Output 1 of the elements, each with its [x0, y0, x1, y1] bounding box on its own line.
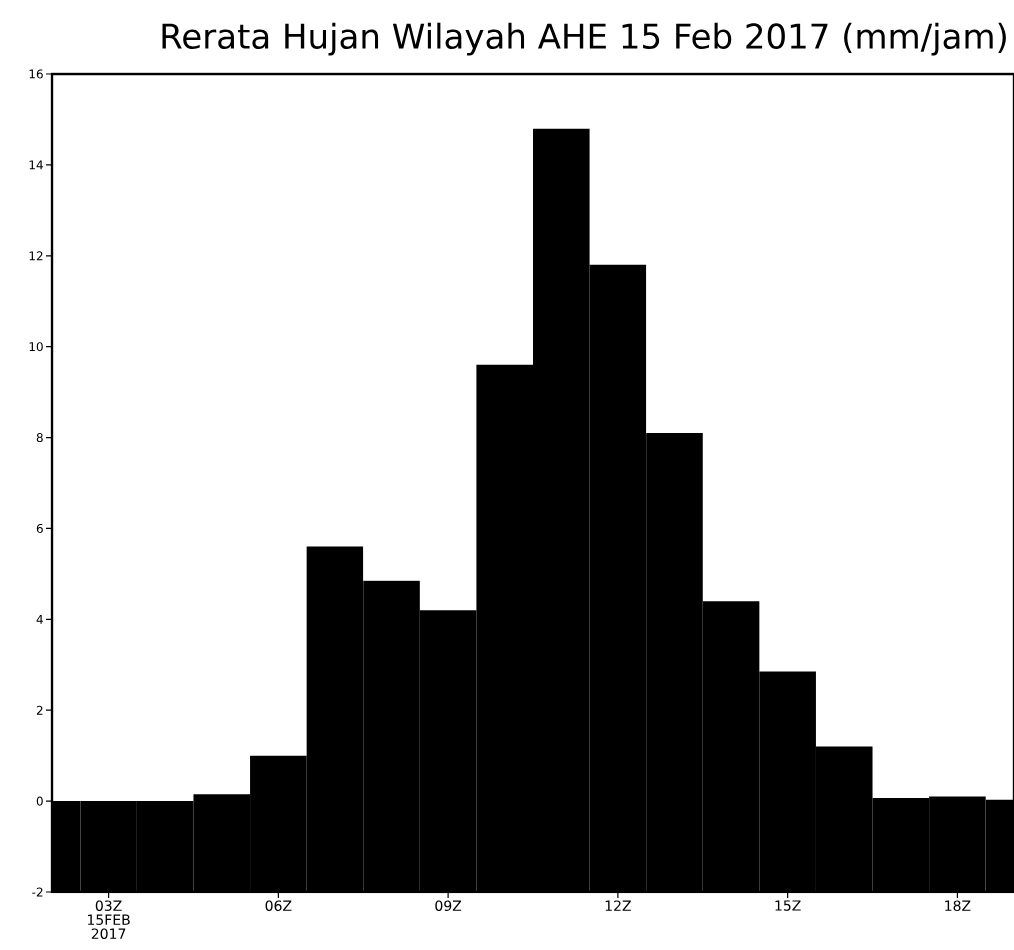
chart-title: Rerata Hujan Wilayah AHE 15 Feb 2017 (mm/jam) — [162, 22, 1006, 56]
